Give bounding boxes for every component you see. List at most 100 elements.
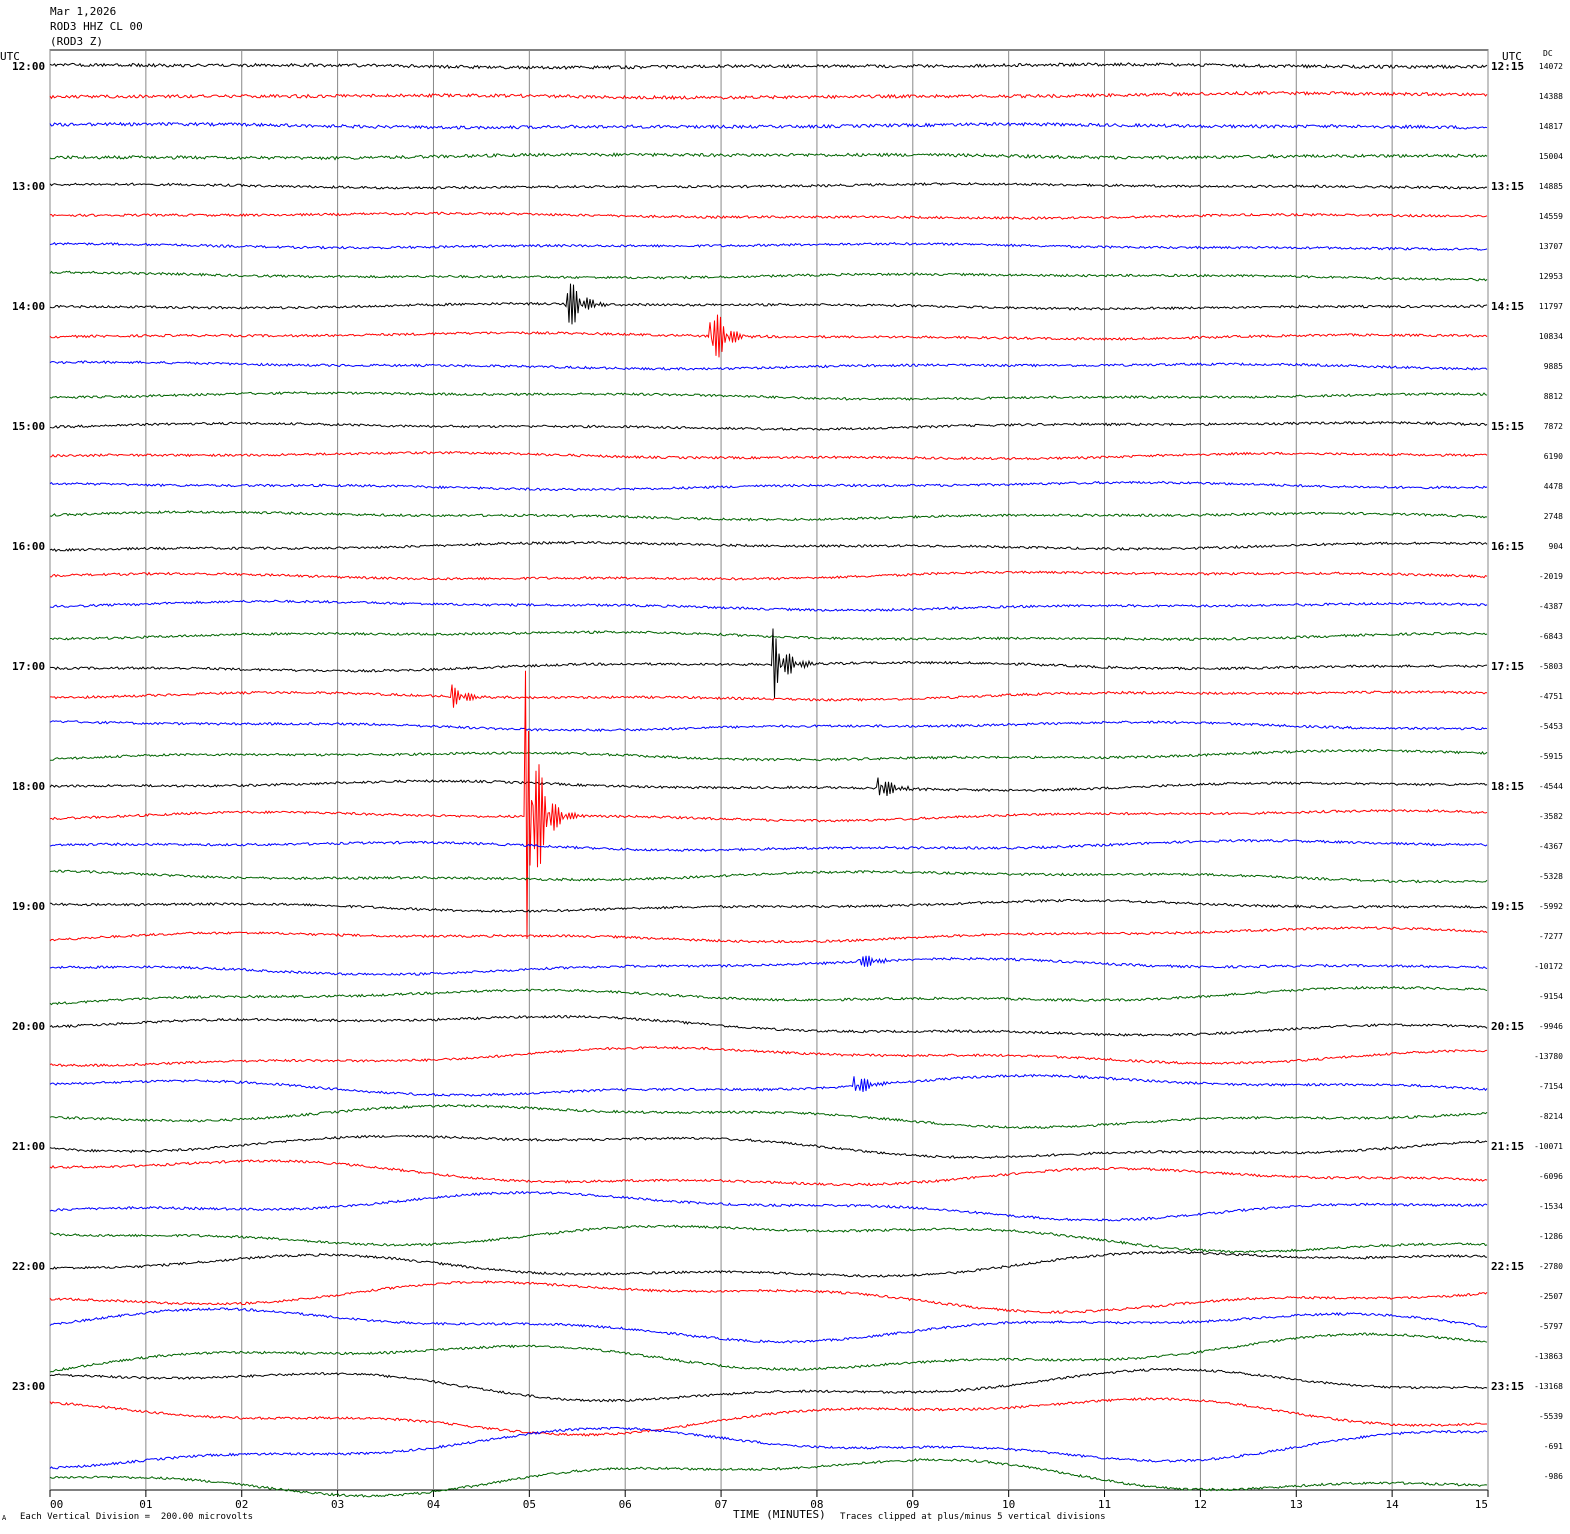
dc-offset-label: -13863 [1534, 1352, 1563, 1361]
seismic-trace-row-48 [49, 1458, 1488, 1498]
x-tick-label-10: 10 [1002, 1498, 1015, 1511]
dc-offset-label: -8214 [1539, 1112, 1563, 1121]
right-hour-label: 18:15 [1491, 780, 1524, 793]
seismic-trace-row-14 [49, 450, 1488, 461]
x-axis-title: TIME (MINUTES) [733, 1508, 826, 1521]
dc-offset-label: -7154 [1539, 1082, 1563, 1091]
seismic-trace-row-3 [49, 121, 1488, 130]
seismic-trace-row-32 [49, 985, 1488, 1006]
right-hour-label: 13:15 [1491, 180, 1524, 193]
right-hour-label: 20:15 [1491, 1020, 1524, 1033]
seismic-trace-row-45 [49, 1367, 1488, 1403]
right-hour-label: 22:15 [1491, 1260, 1524, 1273]
dc-label: DC [1543, 49, 1553, 58]
left-hour-label: 16:00 [12, 540, 45, 553]
x-tick-label-06: 06 [619, 1498, 632, 1511]
dc-offset-label: -2019 [1539, 572, 1563, 581]
seismic-trace-row-42 [49, 1280, 1488, 1314]
left-hour-label: 15:00 [12, 420, 45, 433]
right-utc-label: UTC [1502, 50, 1522, 63]
seismic-trace-row-2 [49, 90, 1488, 101]
dc-offset-label: -7277 [1539, 932, 1563, 941]
x-tick-label-08: 08 [810, 1498, 823, 1511]
dc-offset-label: -6843 [1539, 632, 1563, 641]
left-hour-label: 22:00 [12, 1260, 45, 1273]
seismic-trace-row-39 [49, 1190, 1488, 1222]
left-hour-label: 20:00 [12, 1020, 45, 1033]
right-hour-label: 14:15 [1491, 300, 1524, 313]
left-hour-label: 18:00 [12, 780, 45, 793]
dc-offset-label: 12953 [1539, 272, 1563, 281]
dc-offset-label: 11797 [1539, 302, 1563, 311]
seismic-trace-row-36 [49, 1103, 1488, 1130]
dc-offset-label: -4367 [1539, 842, 1563, 851]
seismic-trace-row-27 [49, 838, 1488, 852]
dc-offset-label: 14885 [1539, 182, 1563, 191]
seismic-trace-row-22 [50, 684, 1488, 708]
left-hour-label: 21:00 [12, 1140, 45, 1153]
seismic-trace-row-5 [49, 182, 1488, 190]
seismic-trace-row-4 [49, 152, 1488, 161]
right-hour-label: 17:15 [1491, 660, 1524, 673]
x-tick-label-00: 00 [50, 1498, 63, 1511]
seismic-trace-row-23 [49, 720, 1488, 733]
seismic-trace-row-34 [49, 1045, 1488, 1068]
x-tick-label-01: 01 [139, 1498, 152, 1511]
seismic-trace-row-46 [49, 1397, 1487, 1437]
seismic-trace-row-20 [50, 630, 1488, 641]
dc-offset-label: -2780 [1539, 1262, 1563, 1271]
seismic-trace-row-25 [49, 777, 1488, 797]
scale-note: Each Vertical Division = 200.00 microvol… [20, 1512, 253, 1522]
left-utc-label: UTC [0, 50, 20, 63]
seismic-trace-row-33 [49, 1014, 1488, 1037]
seismic-trace-row-6 [49, 211, 1488, 220]
dc-offset-label: -5328 [1539, 872, 1563, 881]
dc-offset-label: -5992 [1539, 902, 1563, 911]
seismic-trace-row-38 [49, 1159, 1488, 1187]
dc-offset-label: 8812 [1544, 392, 1563, 401]
corner-mark: A [2, 1514, 7, 1522]
dc-offset-label: 6190 [1544, 452, 1563, 461]
dc-offset-label: -6096 [1539, 1172, 1563, 1181]
seismic-trace-row-11 [49, 360, 1488, 371]
x-tick-label-13: 13 [1290, 1498, 1303, 1511]
dc-offset-label: -13168 [1534, 1382, 1563, 1391]
dc-offset-label: -1534 [1539, 1202, 1563, 1211]
seismic-trace-row-30 [49, 926, 1488, 944]
seismic-trace-row-10 [49, 314, 1488, 358]
dc-offset-label: -4544 [1539, 782, 1563, 791]
x-tick-label-12: 12 [1194, 1498, 1207, 1511]
x-tick-label-02: 02 [235, 1498, 248, 1511]
dc-offset-label: -986 [1544, 1472, 1563, 1481]
left-hour-label: 14:00 [12, 300, 45, 313]
seismic-trace-row-43 [49, 1307, 1488, 1344]
left-hour-label: 19:00 [12, 900, 45, 913]
seismic-trace-row-15 [49, 480, 1488, 492]
dc-offset-label: 14817 [1539, 122, 1563, 131]
seismic-trace-row-16 [49, 510, 1488, 522]
right-hour-label: 21:15 [1491, 1140, 1524, 1153]
seismic-trace-row-47 [49, 1426, 1488, 1470]
dc-offset-label: -3582 [1539, 812, 1563, 821]
dc-offset-label: -5915 [1539, 752, 1563, 761]
dc-offset-label: 14388 [1539, 92, 1563, 101]
seismic-trace-row-13 [49, 420, 1488, 431]
dc-offset-label: 13707 [1539, 242, 1563, 251]
right-hour-label: 23:15 [1491, 1380, 1524, 1393]
dc-offset-label: -4751 [1539, 692, 1563, 701]
left-hour-label: 17:00 [12, 660, 45, 673]
left-hour-label: 23:00 [12, 1380, 45, 1393]
seismic-trace-row-41 [49, 1250, 1488, 1278]
plot-frame [49, 49, 1489, 1491]
dc-offset-label: 904 [1549, 542, 1564, 551]
seismic-trace-row-8 [49, 270, 1488, 282]
x-tick-label-09: 09 [906, 1498, 919, 1511]
clip-note: Traces clipped at plus/minus 5 vertical … [840, 1512, 1106, 1522]
seismic-trace-row-40 [50, 1224, 1488, 1254]
dc-offset-label: 4478 [1544, 482, 1563, 491]
x-tick-label-15: 15 [1475, 1498, 1488, 1511]
dc-offset-label: -9946 [1539, 1022, 1563, 1031]
dc-offset-label: -5803 [1539, 662, 1563, 671]
dc-offset-label: -5453 [1539, 722, 1563, 731]
